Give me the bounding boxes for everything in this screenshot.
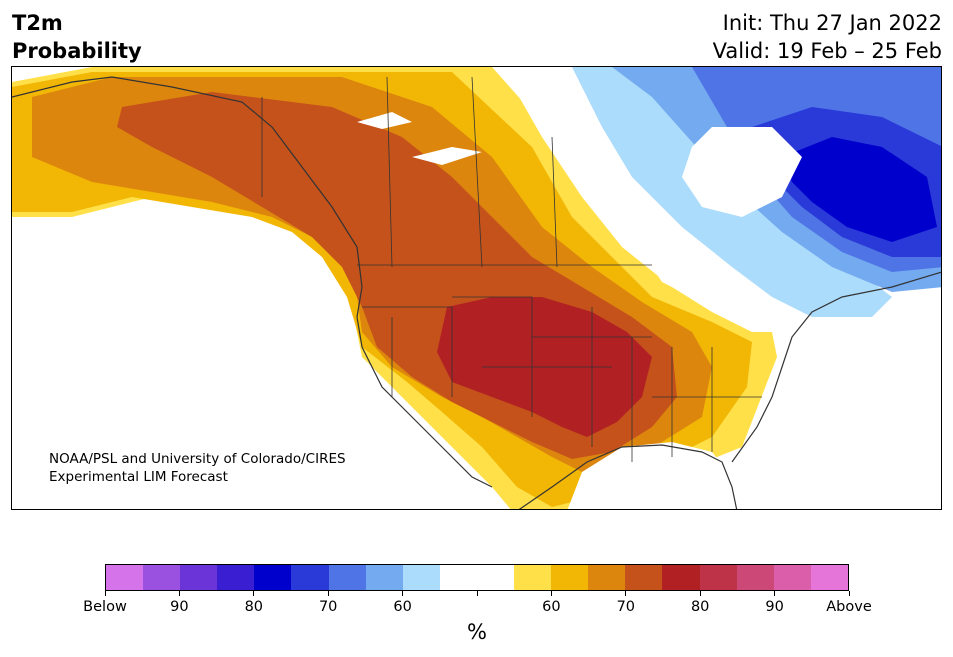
map-panel[interactable] — [11, 66, 942, 510]
credit-text: NOAA/PSL and University of Colorado/CIRE… — [49, 450, 346, 486]
probability-map — [12, 67, 941, 509]
colorbar-tick — [178, 591, 180, 596]
init-date: Init: Thu 27 Jan 2022 — [722, 11, 942, 35]
colorbar-tick — [327, 591, 329, 596]
coastlines — [12, 76, 941, 509]
colorbar-tick-label: 90 — [765, 599, 784, 615]
colorbar-segment — [736, 565, 774, 590]
near-normal-zone — [502, 67, 802, 332]
colorbar-tick — [625, 591, 627, 596]
hudson-bay — [682, 127, 802, 217]
political-borders — [261, 76, 762, 462]
colorbar-tick — [104, 591, 106, 596]
colorbar-segment — [328, 565, 366, 590]
colorbar-segment — [402, 565, 440, 590]
colorbar-segment — [180, 565, 218, 590]
forecast-dates: Init: Thu 27 Jan 2022 Valid: 19 Feb – 25… — [713, 9, 942, 65]
colorbar-tick — [774, 591, 776, 596]
colorbar-segment — [551, 565, 589, 590]
colorbar-tick-label: 80 — [690, 599, 710, 615]
colorbar-unit: % — [467, 620, 487, 644]
colorbar-tick — [402, 591, 404, 596]
colorbar-segment — [217, 565, 255, 590]
colorbar-segment — [291, 565, 329, 590]
colorbar-segment — [662, 565, 700, 590]
great-lakes — [652, 262, 732, 307]
colorbar-segment — [699, 565, 737, 590]
colorbar-tick — [699, 591, 701, 596]
colorbar-segment — [254, 565, 292, 590]
map-title: T2m Probability — [12, 9, 142, 65]
colorbar-segment — [588, 565, 626, 590]
below-90-zone — [782, 137, 937, 242]
colorbar-tick-label: Above — [826, 599, 872, 615]
title-probability: Probability — [12, 39, 142, 63]
colorbar-tick-label: 90 — [170, 599, 189, 615]
colorbar-tick-label: 60 — [542, 599, 561, 615]
title-variable: T2m — [12, 11, 63, 35]
colorbar-tick-label: 80 — [244, 599, 264, 615]
colorbar-tick-label: 70 — [318, 599, 338, 615]
credit-line-1: NOAA/PSL and University of Colorado/CIRE… — [49, 451, 346, 467]
colorbar-segment — [514, 565, 552, 590]
credit-line-2: Experimental LIM Forecast — [49, 469, 228, 485]
colorbar-segment — [625, 565, 663, 590]
colorbar-tick — [253, 591, 255, 596]
gulf-of-mexico — [567, 442, 732, 509]
colorbar-segment — [476, 565, 515, 590]
colorbar-tick — [550, 591, 552, 596]
colorbar-segment — [810, 565, 848, 590]
colorbar-tick-label: 60 — [393, 599, 412, 615]
colorbar-tick-label: Below — [83, 599, 127, 615]
colorbar-tick-label: 70 — [616, 599, 636, 615]
colorbar-segment — [773, 565, 811, 590]
colorbar-segment — [106, 565, 144, 590]
colorbar-tick — [848, 591, 850, 596]
colorbar-segment — [365, 565, 403, 590]
colorbar — [105, 564, 849, 591]
valid-range: Valid: 19 Feb – 25 Feb — [712, 39, 942, 63]
colorbar-tick — [476, 591, 478, 596]
colorbar-segment — [439, 565, 477, 590]
colorbar-segment — [143, 565, 181, 590]
